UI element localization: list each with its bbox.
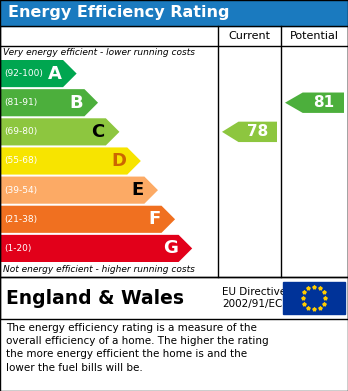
Polygon shape	[285, 93, 344, 113]
Text: (81-91): (81-91)	[4, 98, 37, 107]
Text: E: E	[131, 181, 143, 199]
Text: Not energy efficient - higher running costs: Not energy efficient - higher running co…	[3, 265, 195, 274]
Bar	[283, 282, 345, 314]
Text: (21-38): (21-38)	[4, 215, 37, 224]
Text: EU Directive
2002/91/EC: EU Directive 2002/91/EC	[222, 287, 286, 309]
Text: Potential: Potential	[290, 31, 339, 41]
Polygon shape	[1, 60, 77, 87]
Text: F: F	[148, 210, 160, 228]
Text: The energy efficiency rating is a measure of the
overall efficiency of a home. T: The energy efficiency rating is a measur…	[6, 323, 269, 373]
Text: Current: Current	[229, 31, 270, 41]
Text: G: G	[163, 239, 177, 257]
Text: England & Wales: England & Wales	[6, 289, 184, 307]
Polygon shape	[222, 122, 277, 142]
Polygon shape	[1, 147, 141, 174]
Text: D: D	[111, 152, 126, 170]
Text: (92-100): (92-100)	[4, 69, 43, 78]
Text: A: A	[48, 65, 62, 83]
Bar	[0, 0, 348, 26]
Bar	[0, 26, 348, 277]
Text: C: C	[92, 123, 105, 141]
Text: (69-80): (69-80)	[4, 127, 37, 136]
Polygon shape	[1, 89, 98, 116]
Text: Very energy efficient - lower running costs: Very energy efficient - lower running co…	[3, 48, 195, 57]
Text: B: B	[70, 94, 84, 112]
Text: 78: 78	[247, 124, 268, 139]
Text: (55-68): (55-68)	[4, 156, 37, 165]
Polygon shape	[1, 206, 175, 233]
Text: (39-54): (39-54)	[4, 186, 37, 195]
Polygon shape	[1, 235, 192, 262]
Polygon shape	[1, 177, 158, 204]
Bar	[0, 277, 348, 319]
Text: (1-20): (1-20)	[4, 244, 31, 253]
Polygon shape	[1, 118, 119, 145]
Text: 81: 81	[313, 95, 334, 110]
Text: Energy Efficiency Rating: Energy Efficiency Rating	[8, 5, 229, 20]
